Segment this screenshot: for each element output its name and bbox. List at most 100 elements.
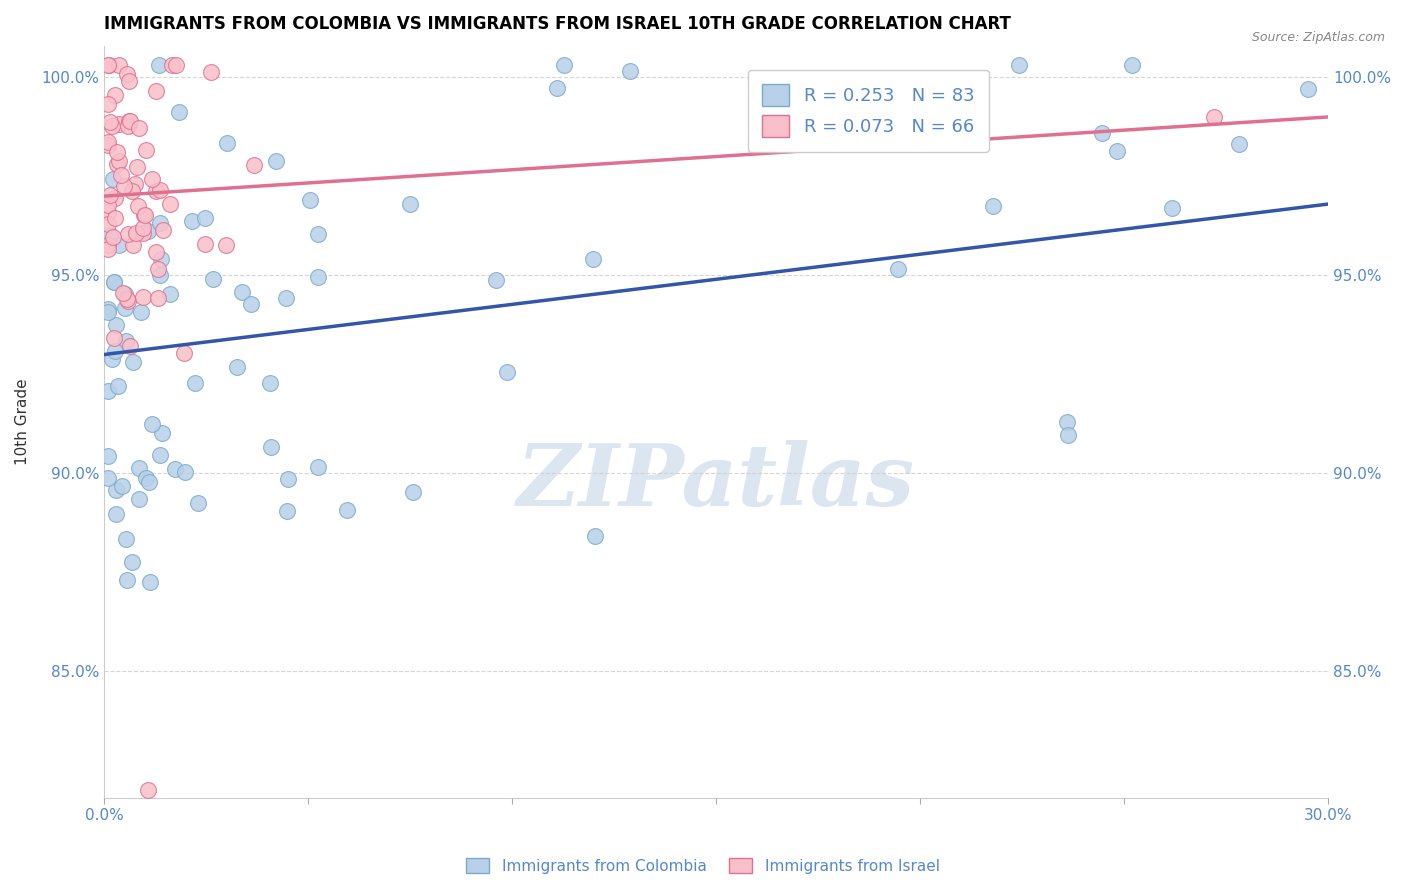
Point	[97, 302, 120, 317]
Point	[114, 301, 136, 315]
Point	[546, 80, 568, 95]
Point	[97, 470, 120, 484]
Point	[127, 160, 149, 174]
Point	[307, 227, 329, 241]
Point	[165, 58, 187, 72]
Point	[1007, 58, 1029, 72]
Point	[132, 221, 155, 235]
Point	[1160, 202, 1182, 216]
Point	[105, 145, 128, 160]
Point	[243, 158, 266, 172]
Point	[202, 272, 225, 286]
Point	[97, 58, 120, 72]
Legend: Immigrants from Colombia, Immigrants from Israel: Immigrants from Colombia, Immigrants fro…	[460, 852, 946, 880]
Point	[173, 465, 195, 479]
Point	[98, 115, 121, 129]
Point	[307, 269, 329, 284]
Text: IMMIGRANTS FROM COLOMBIA VS IMMIGRANTS FROM ISRAEL 10TH GRADE CORRELATION CHART: IMMIGRANTS FROM COLOMBIA VS IMMIGRANTS F…	[104, 15, 1011, 33]
Point	[162, 58, 184, 72]
Point	[118, 74, 141, 88]
Point	[115, 67, 138, 81]
Point	[149, 448, 172, 462]
Point	[146, 262, 169, 277]
Point	[107, 58, 129, 72]
Point	[97, 450, 120, 464]
Point	[194, 211, 217, 226]
Point	[887, 261, 910, 276]
Point	[97, 305, 120, 319]
Point	[117, 292, 139, 306]
Point	[107, 154, 129, 169]
Point	[495, 365, 517, 379]
Point	[115, 573, 138, 587]
Point	[163, 461, 186, 475]
Point	[619, 64, 641, 78]
Point	[118, 113, 141, 128]
Point	[1056, 415, 1078, 429]
Point	[117, 227, 139, 242]
Point	[149, 216, 172, 230]
Point	[111, 285, 134, 300]
Point	[97, 242, 120, 256]
Point	[136, 783, 159, 797]
Point	[217, 136, 239, 150]
Point	[97, 137, 120, 152]
Point	[105, 507, 128, 521]
Point	[103, 331, 125, 345]
Point	[97, 135, 120, 149]
Point	[194, 236, 217, 251]
Point	[159, 287, 181, 301]
Point	[401, 485, 423, 500]
Point	[336, 503, 359, 517]
Point	[97, 205, 120, 219]
Point	[398, 197, 420, 211]
Point	[1227, 136, 1250, 151]
Point	[138, 575, 160, 590]
Point	[132, 226, 155, 240]
Point	[159, 197, 181, 211]
Point	[1202, 110, 1225, 124]
Point	[127, 199, 149, 213]
Point	[150, 252, 173, 267]
Point	[277, 472, 299, 486]
Point	[115, 334, 138, 349]
Point	[125, 226, 148, 240]
Point	[134, 208, 156, 222]
Point	[259, 376, 281, 390]
Point	[118, 113, 141, 128]
Point	[239, 297, 262, 311]
Point	[105, 483, 128, 497]
Point	[1296, 82, 1319, 96]
Point	[122, 237, 145, 252]
Point	[200, 65, 222, 79]
Point	[97, 197, 120, 211]
Point	[107, 157, 129, 171]
Point	[98, 227, 121, 242]
Point	[794, 116, 817, 130]
Point	[110, 168, 132, 182]
Point	[149, 268, 172, 282]
Point	[214, 237, 236, 252]
Point	[145, 244, 167, 259]
Point	[132, 208, 155, 222]
Point	[138, 475, 160, 489]
Point	[103, 275, 125, 289]
Point	[148, 58, 170, 72]
Point	[180, 214, 202, 228]
Text: Source: ZipAtlas.com: Source: ZipAtlas.com	[1251, 31, 1385, 45]
Point	[169, 105, 191, 120]
Point	[112, 178, 135, 193]
Point	[105, 318, 128, 333]
Point	[98, 188, 121, 202]
Point	[115, 533, 138, 547]
Point	[104, 87, 127, 102]
Point	[111, 479, 134, 493]
Point	[108, 117, 131, 131]
Point	[264, 154, 287, 169]
Point	[184, 376, 207, 391]
Point	[553, 58, 575, 72]
Point	[135, 471, 157, 485]
Point	[121, 184, 143, 198]
Point	[484, 273, 506, 287]
Point	[97, 58, 120, 72]
